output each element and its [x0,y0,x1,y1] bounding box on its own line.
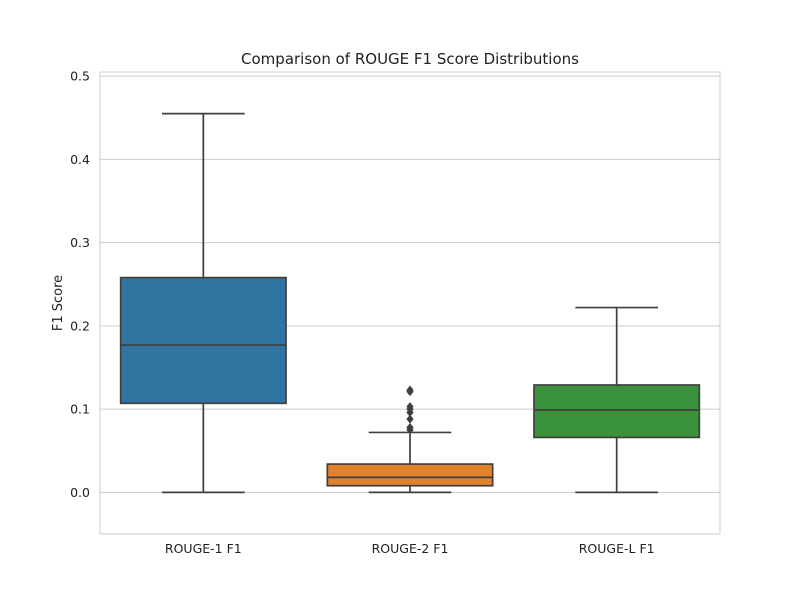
y-tick-label: 0.3 [70,235,90,250]
y-tick-label: 0.5 [70,69,90,84]
iqr-box [121,278,286,404]
y-tick-label: 0.2 [70,318,90,333]
y-tick-label: 0.4 [70,152,90,167]
y-tick-label: 0.1 [70,402,90,417]
x-tick-label: ROUGE-L F1 [579,541,655,556]
iqr-box [327,464,492,486]
y-axis-label: F1 Score [51,275,66,331]
x-tick-label: ROUGE-2 F1 [372,541,449,556]
x-tick-label: ROUGE-1 F1 [165,541,242,556]
x-tick-labels: ROUGE-1 F1 ROUGE-2 F1 ROUGE-L F1 [165,541,655,556]
iqr-box [534,385,699,437]
chart-title: Comparison of ROUGE F1 Score Distributio… [241,50,579,68]
y-tick-label: 0.0 [70,485,90,500]
